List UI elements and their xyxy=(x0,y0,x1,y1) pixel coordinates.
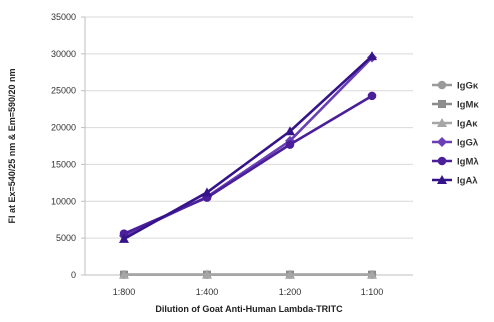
x-tick-labels: 1:800 1:400 1:200 1:100 xyxy=(113,275,384,297)
data-point xyxy=(285,269,295,279)
legend-label: IgMλ xyxy=(457,157,479,168)
series-IgAλ xyxy=(119,51,377,243)
legend-item: IgAκ xyxy=(432,118,478,130)
y-tick-label: 30000 xyxy=(51,49,76,59)
data-point xyxy=(367,51,377,61)
series-line xyxy=(123,55,373,241)
legend: IgGκ IgMκ IgAκ IgGλ IgMλ IgAλ xyxy=(432,81,479,187)
legend-item: IgGκ xyxy=(432,81,479,92)
legend-item: IgMκ xyxy=(432,100,479,111)
legend-label: IgGκ xyxy=(457,81,479,92)
series xyxy=(119,51,377,279)
legend-marker xyxy=(438,100,446,108)
legend-label: IgAλ xyxy=(457,176,478,187)
y-tick-label: 5000 xyxy=(56,233,76,243)
legend-marker xyxy=(437,137,447,147)
data-point xyxy=(202,269,212,279)
legend-item: IgGλ xyxy=(432,137,479,149)
y-tick-label: 15000 xyxy=(51,159,76,169)
data-point xyxy=(285,126,295,136)
x-tick-label: 1:800 xyxy=(113,287,136,297)
legend-marker xyxy=(437,80,447,90)
series-line xyxy=(123,56,373,238)
data-point xyxy=(119,233,129,243)
y-axis-title: FI at Ex=540/25 nm & Em=590/20 nm xyxy=(7,68,17,223)
series-IgGλ xyxy=(119,52,377,241)
x-axis-title: Dilution of Goat Anti-Human Lambda-TRITC xyxy=(155,304,343,314)
legend-label: IgGλ xyxy=(457,138,479,149)
legend-item: IgMλ xyxy=(432,157,479,168)
x-tick-label: 1:400 xyxy=(196,287,219,297)
axes xyxy=(84,17,413,276)
y-tick-label: 10000 xyxy=(51,196,76,206)
data-point xyxy=(367,269,377,279)
y-tick-labels: 0 5000 10000 15000 20000 25000 30000 35000 xyxy=(51,12,76,280)
legend-marker xyxy=(437,118,447,127)
y-tick-label: 25000 xyxy=(51,86,76,96)
y-tick-label: 35000 xyxy=(51,12,76,22)
data-point xyxy=(285,140,295,149)
legend-marker xyxy=(437,156,447,166)
data-point xyxy=(119,269,129,279)
legend-marker xyxy=(437,175,447,184)
legend-item: IgAλ xyxy=(432,175,478,187)
y-tick-label: 20000 xyxy=(51,123,76,133)
data-point xyxy=(367,91,377,101)
legend-label: IgAκ xyxy=(457,119,478,130)
gridlines xyxy=(81,16,413,276)
x-tick-label: 1:100 xyxy=(361,287,384,297)
y-tick-label: 0 xyxy=(71,270,76,280)
data-point xyxy=(202,187,212,197)
x-tick-label: 1:200 xyxy=(279,287,302,297)
legend-label: IgMκ xyxy=(457,100,479,111)
data-point xyxy=(119,229,129,239)
series-IgAκ xyxy=(119,269,377,279)
